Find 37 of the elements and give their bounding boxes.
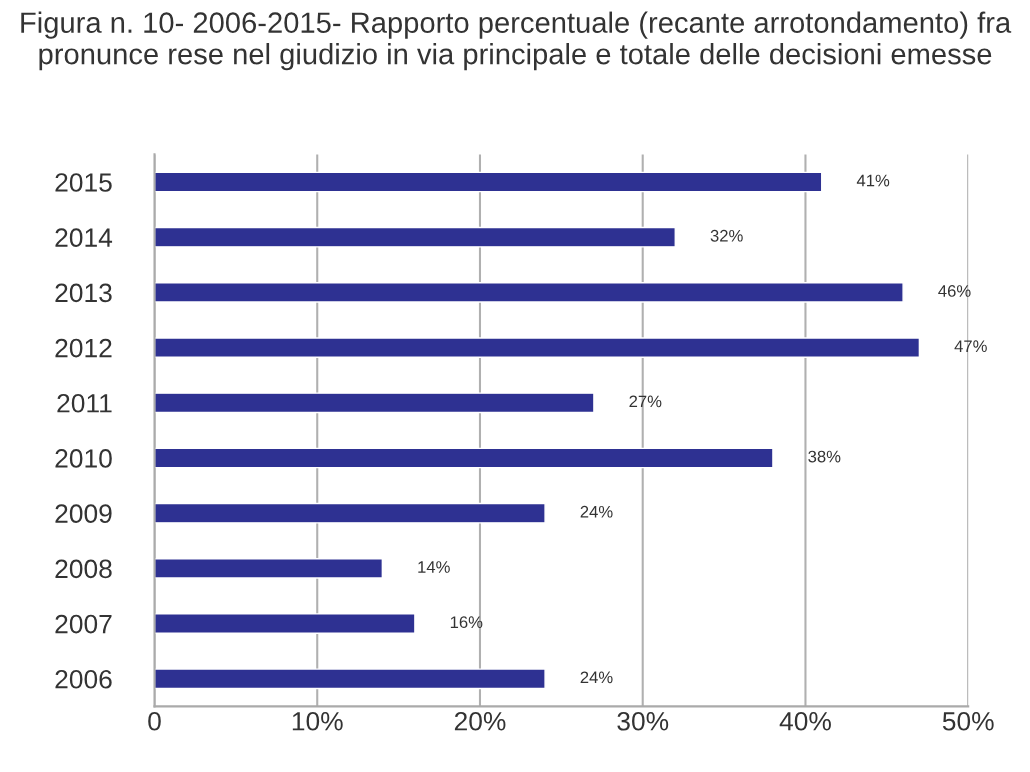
y-tick-label: 2007 (55, 614, 112, 634)
y-tick-label: 2015 (55, 173, 112, 192)
y-tick-label: 2010 (55, 449, 112, 468)
x-tick-label: 20% (454, 711, 506, 731)
y-tick-label: 2013 (55, 283, 112, 303)
data-label: 32% (710, 229, 743, 242)
bar (154, 282, 904, 303)
data-label: 27% (629, 395, 662, 408)
data-label: 41% (856, 174, 890, 187)
x-tick-label: 10% (292, 711, 343, 731)
x-tick-label: 30% (617, 711, 669, 731)
data-label: 46% (938, 285, 971, 297)
data-label: 16% (450, 616, 483, 629)
bar (154, 502, 546, 524)
chart-title: Figura n. 10- 2006-2015- Rapporto percentuale (recante arrotondamento) fra pronunce rese nel giudizio in via principale e totale delle decisioni emesse (21, 11, 1012, 71)
x-tick-label: 40% (779, 711, 831, 731)
bar (154, 613, 416, 634)
y-tick-label: 2006 (55, 669, 112, 689)
data-label: 14% (418, 561, 450, 573)
y-tick-label: 2011 (57, 393, 112, 413)
bar (154, 226, 676, 248)
bar (154, 668, 546, 690)
data-label: 24% (580, 505, 613, 518)
bar (154, 392, 595, 414)
bar (154, 337, 921, 358)
data-label: 24% (580, 671, 613, 684)
y-tick-label: 2009 (55, 504, 112, 524)
data-label: 47% (954, 340, 987, 352)
x-tick-label: 0 (148, 711, 161, 731)
y-tick-label: 2008 (55, 559, 112, 579)
y-tick-label: 2012 (55, 338, 112, 358)
bar (154, 171, 823, 193)
x-tick-label: 50% (942, 711, 994, 731)
bar (154, 558, 384, 579)
bar (154, 447, 774, 469)
y-tick-label: 2014 (55, 228, 113, 248)
data-label: 38% (808, 450, 841, 463)
